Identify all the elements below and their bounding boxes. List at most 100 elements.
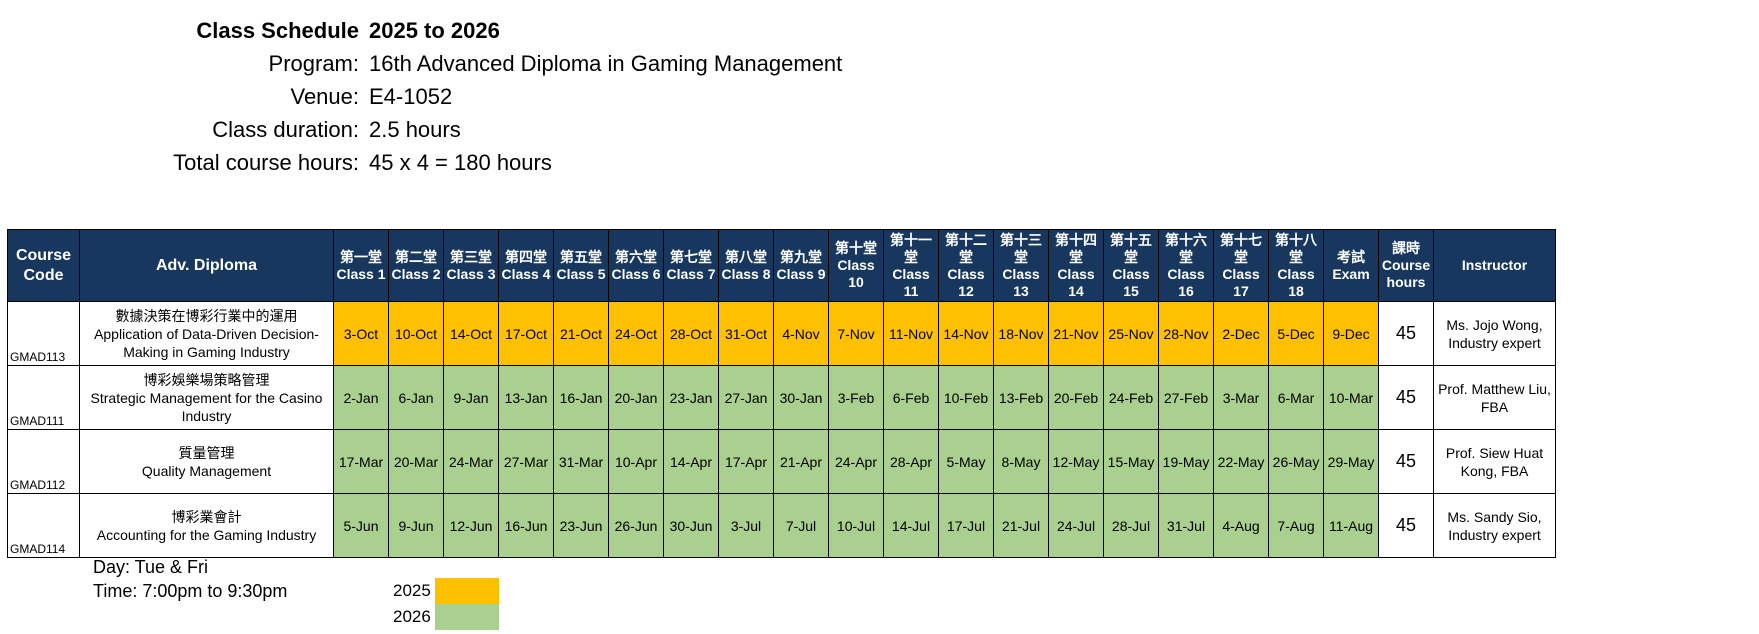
course-code: GMAD114: [7, 493, 80, 558]
class-date: 24-Jul: [1048, 493, 1104, 558]
class-date: 21-Jul: [993, 493, 1049, 558]
class-date: 16-Jan: [553, 365, 609, 430]
class-date: 4-Aug: [1213, 493, 1269, 558]
header-class-9-line: 第九堂: [780, 248, 822, 265]
instructor-name: Ms. Sandy Sio, Industry expert: [1433, 493, 1556, 558]
schedule-info: Class Schedule 2025 to 2026 Program: 16t…: [0, 14, 842, 179]
class-date: 18-Nov: [993, 301, 1049, 366]
table-row: GMAD113 數據決策在博彩行業中的運用 Application of Data-…: [7, 301, 1556, 366]
header-class-9: 第九堂 Class 9: [773, 229, 829, 302]
instructor-name: Ms. Jojo Wong, Industry expert: [1433, 301, 1556, 366]
header-class-15-line: Class: [1112, 265, 1150, 282]
header-class-13: 第十三堂 Class 13: [993, 229, 1049, 302]
title-row: Class Schedule 2025 to 2026: [0, 14, 842, 47]
header-class-5-line: Class 5: [556, 265, 606, 282]
class-date: 23-Jun: [553, 493, 609, 558]
header-class-15-line: 堂: [1124, 248, 1138, 265]
header-instructor: Instructor: [1433, 229, 1556, 302]
class-date: 10-Jul: [828, 493, 884, 558]
class-date: 9-Jun: [388, 493, 444, 558]
class-date: 27-Mar: [498, 429, 554, 494]
header-class-18-line: 18: [1288, 282, 1304, 299]
class-date: 6-Jan: [388, 365, 444, 430]
table-row: GMAD114 博彩業會計 Accounting for the Gaming In…: [7, 493, 1556, 558]
duration-label: Class duration:: [212, 117, 359, 142]
duration-row: Class duration: 2.5 hours: [0, 113, 842, 146]
class-date: 31-Jul: [1158, 493, 1214, 558]
header-class-11-line: 11: [903, 282, 919, 299]
header-class-17-line: 堂: [1234, 248, 1248, 265]
course-name-en: Strategic Management for the Casino Indu…: [90, 389, 323, 424]
class-date: 23-Jan: [663, 365, 719, 430]
class-date: 7-Nov: [828, 301, 884, 366]
class-date: 13-Jan: [498, 365, 554, 430]
class-date: 22-May: [1213, 429, 1269, 494]
header-class-14-line: Class: [1057, 265, 1095, 282]
header-class-18-line: 堂: [1289, 248, 1303, 265]
header-class-6-line: Class 6: [611, 265, 661, 282]
class-date: 20-Feb: [1048, 365, 1104, 430]
header-class-16-line: 堂: [1179, 248, 1193, 265]
header-exam: 考試 Exam: [1323, 229, 1379, 302]
class-date: 14-Jul: [883, 493, 939, 558]
header-class-12-line: Class: [947, 265, 985, 282]
program-row: Program: 16th Advanced Diploma in Gaming…: [0, 47, 843, 80]
header-course-hours-line: 課時: [1392, 240, 1420, 256]
class-date: 31-Oct: [718, 301, 774, 366]
exam-date: 11-Aug: [1323, 493, 1379, 558]
header-class-11: 第十一堂 Class 11: [883, 229, 939, 302]
header-class-4: 第四堂 Class 4: [498, 229, 554, 302]
class-date: 2-Jan: [333, 365, 389, 430]
header-course-hours: 課時 Course hours: [1378, 229, 1434, 302]
class-date: 24-Mar: [443, 429, 499, 494]
header-class-8: 第八堂 Class 8: [718, 229, 774, 302]
venue-label: Venue:: [290, 84, 359, 109]
class-date: 3-Mar: [1213, 365, 1269, 430]
class-date: 27-Jan: [718, 365, 774, 430]
venue-row: Venue: E4-1052: [0, 80, 842, 113]
header-class-16-line: 16: [1178, 282, 1194, 299]
class-date: 11-Nov: [883, 301, 939, 366]
course-hours: 45: [1378, 301, 1434, 366]
duration-value: 2.5 hours: [369, 117, 461, 142]
header-class-12-line: 堂: [959, 248, 973, 265]
header-class-10: 第十堂 Class 10: [828, 229, 884, 302]
header-class-14: 第十四堂 Class 14: [1048, 229, 1104, 302]
header-class-1-line: 第一堂: [340, 248, 382, 265]
header-class-10-line: Class: [837, 257, 875, 273]
course-hours: 45: [1378, 429, 1434, 494]
header-class-8-line: Class 8: [721, 265, 771, 282]
course-name: 數據決策在博彩行業中的運用 Application of Data-Driven …: [79, 301, 334, 366]
header-adv-diploma: Adv. Diploma: [79, 229, 334, 302]
class-date: 21-Oct: [553, 301, 609, 366]
header-course-hours-line: hours: [1386, 274, 1426, 290]
class-date: 10-Oct: [388, 301, 444, 366]
header-class-18-line: 第十八: [1275, 231, 1317, 248]
class-date: 17-Apr: [718, 429, 774, 494]
header-class-2-line: 第二堂: [395, 248, 437, 265]
class-date: 4-Nov: [773, 301, 829, 366]
header-class-17: 第十七堂 Class 17: [1213, 229, 1269, 302]
class-date: 12-May: [1048, 429, 1104, 494]
class-date: 10-Feb: [938, 365, 994, 430]
course-code: GMAD111: [7, 365, 80, 430]
class-date: 19-May: [1158, 429, 1214, 494]
class-date: 30-Jan: [773, 365, 829, 430]
header-course-code-line: Code: [23, 266, 64, 284]
class-date: 2-Dec: [1213, 301, 1269, 366]
legend-year: 2026: [393, 607, 431, 626]
header-course-hours-line: Course: [1381, 257, 1431, 273]
class-date: 14-Apr: [663, 429, 719, 494]
table-row: GMAD111 博彩娛樂場策略管理 Strategic Management for…: [7, 365, 1556, 430]
class-date: 15-May: [1103, 429, 1159, 494]
course-name-en: Quality Management: [141, 462, 272, 479]
class-date: 6-Feb: [883, 365, 939, 430]
course-hours: 45: [1378, 365, 1434, 430]
header-class-2-line: Class 2: [391, 265, 441, 282]
course-code: GMAD113: [7, 301, 80, 366]
course-name: 質量管理 Quality Management: [79, 429, 334, 494]
header-class-4-line: 第四堂: [505, 248, 547, 265]
class-date: 25-Nov: [1103, 301, 1159, 366]
header-class-14-line: 第十四: [1055, 231, 1097, 248]
header-class-12-line: 12: [958, 282, 974, 299]
